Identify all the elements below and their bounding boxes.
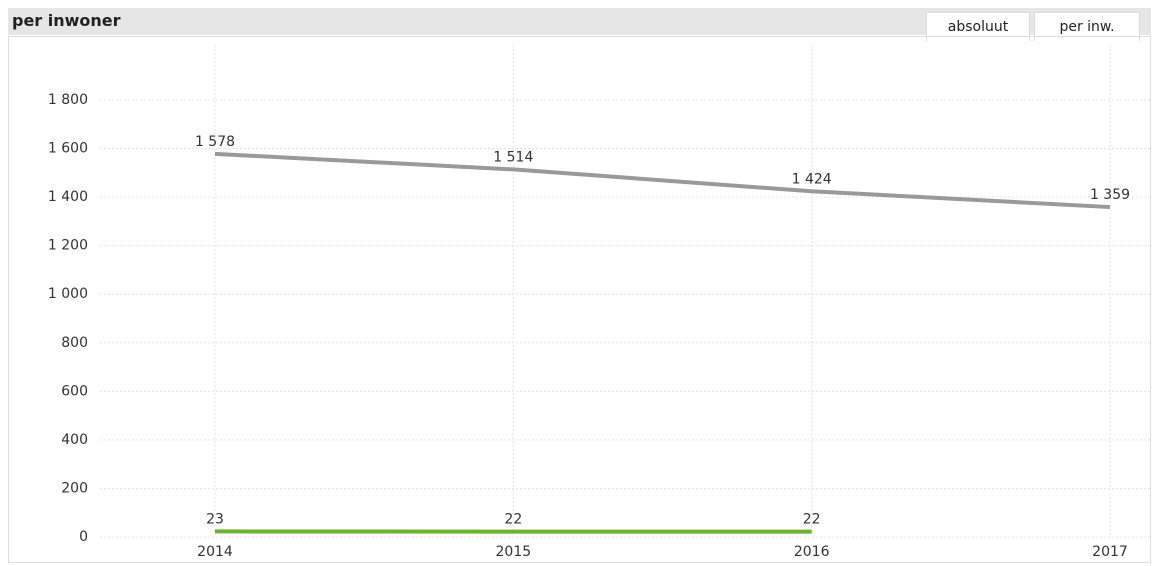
data-label: 1 359 <box>1090 187 1130 203</box>
y-tick-label: 600 <box>61 383 88 399</box>
series-line <box>214 151 1111 210</box>
data-label: 22 <box>504 512 522 528</box>
y-tick-label: 0 <box>79 529 88 545</box>
y-tick-label: 800 <box>61 335 88 351</box>
y-tick-label: 1 800 <box>48 92 88 108</box>
chart-frame <box>8 36 1151 563</box>
x-tick-label: 2017 <box>1092 544 1128 560</box>
y-tick-label: 1 200 <box>48 238 88 254</box>
y-tick-label: 400 <box>61 432 88 448</box>
y-tick-label: 1 600 <box>48 141 88 157</box>
data-label: 23 <box>206 511 224 527</box>
widget-title: per inwoner <box>12 11 121 30</box>
data-label: 22 <box>803 512 821 528</box>
y-tick-label: 1 000 <box>48 286 88 302</box>
data-label: 1 514 <box>493 149 533 165</box>
x-tick-label: 2015 <box>496 544 532 560</box>
x-tick-label: 2014 <box>197 544 233 560</box>
y-tick-label: 200 <box>61 480 88 496</box>
data-label: 1 578 <box>195 134 235 150</box>
x-tick-label: 2016 <box>794 544 830 560</box>
data-label: 1 424 <box>792 171 832 187</box>
y-tick-label: 1 400 <box>48 189 88 205</box>
